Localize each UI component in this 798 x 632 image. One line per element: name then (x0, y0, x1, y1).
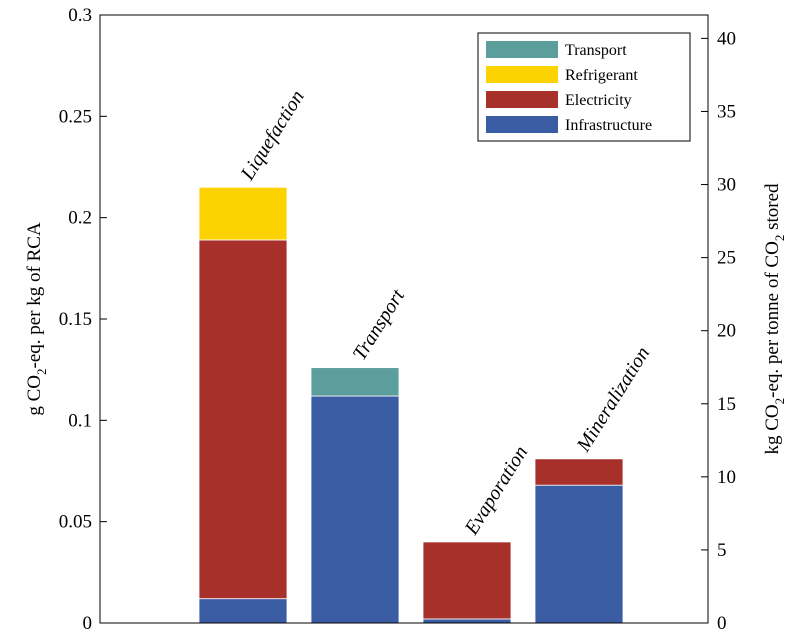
legend-swatch-refrigerant (486, 66, 558, 83)
legend-label-electricity: Electricity (565, 92, 632, 109)
bar-evaporation-electricity (422, 541, 512, 620)
legend: Transport Refrigerant Electricity Infrastru… (477, 32, 691, 142)
legend-label-refrigerant: Refrigerant (565, 67, 638, 84)
bar-mineralization-electricity (534, 458, 624, 486)
legend-swatch-electricity (486, 91, 558, 108)
right-tick-label: 25 (717, 248, 736, 269)
right-tick-label: 15 (717, 394, 736, 415)
right-tick-label: 10 (717, 467, 736, 488)
category-label-transport: Transport (349, 285, 410, 364)
left-tick-label: 0.25 (59, 106, 92, 127)
right-tick-label: 20 (717, 321, 736, 342)
left-axis-title: g CO2-eq. per kg of RCA (24, 222, 49, 416)
legend-swatch-transport (486, 41, 558, 58)
category-label-evaporation: Evaporation (460, 442, 532, 539)
right-tick-label: 0 (717, 613, 727, 632)
category-label-mineralization: Mineralization (572, 343, 654, 456)
left-tick-label: 0 (83, 613, 93, 632)
right-tick-label: 5 (717, 540, 727, 561)
bars-group (198, 186, 624, 624)
left-axis-ticks: 0 0.05 0.1 0.15 0.2 0.25 0.3 (59, 5, 107, 632)
right-tick-label: 35 (717, 101, 736, 122)
bar-liquefaction-electricity (198, 239, 288, 600)
bar-liquefaction-infrastructure (198, 598, 288, 624)
right-tick-label: 30 (717, 175, 736, 196)
bar-mineralization-infrastructure (534, 484, 624, 624)
legend-label-infrastructure: Infrastructure (565, 117, 652, 134)
legend-label-transport: Transport (565, 42, 627, 59)
right-axis-ticks: 0 5 10 15 20 25 30 35 40 (701, 28, 736, 632)
bar-transport-transport (310, 367, 400, 397)
left-tick-label: 0.05 (59, 512, 92, 533)
left-tick-label: 0.1 (68, 410, 92, 431)
category-label-liquefaction: Liquefaction (236, 87, 309, 185)
bar-evaporation-infrastructure (422, 618, 512, 624)
bar-transport-infrastructure (310, 395, 400, 624)
left-tick-label: 0.2 (68, 208, 92, 229)
right-axis-title: kg CO2-eq. per tonne of CO2 stored (762, 183, 787, 455)
left-tick-label: 0.15 (59, 309, 92, 330)
left-tick-label: 0.3 (68, 5, 92, 26)
bar-liquefaction-refrigerant (198, 186, 288, 241)
right-tick-label: 40 (717, 28, 736, 49)
legend-swatch-infrastructure (486, 116, 558, 133)
